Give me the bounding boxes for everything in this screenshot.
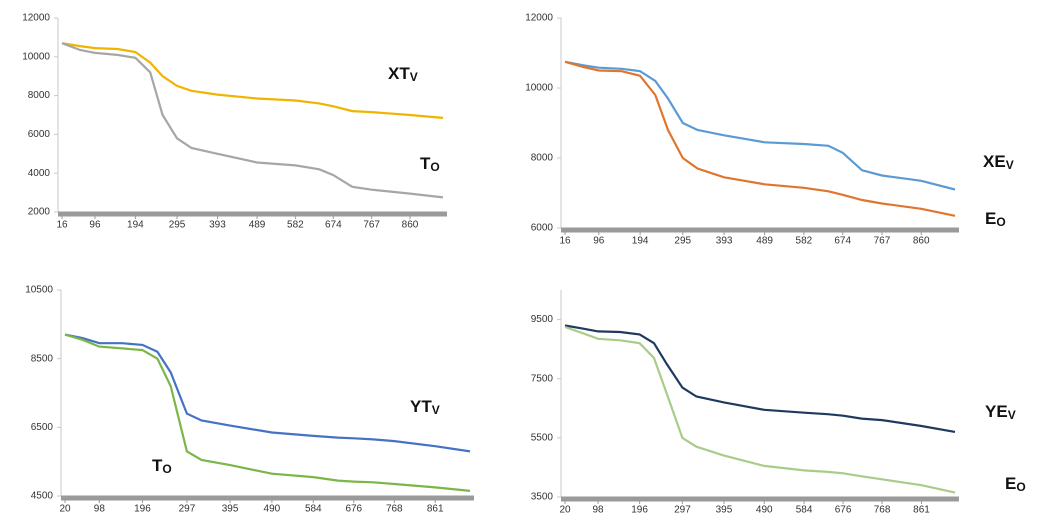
x-tick-label: 297	[674, 505, 691, 516]
panel: 6000 8000 10000 12000 16 96 194 295 393 489 582 674…	[525, 13, 1014, 247]
x-tick-label: 194	[127, 220, 144, 231]
x-tick-label: 196	[631, 505, 648, 516]
series-line	[61, 42, 444, 199]
y-tick-label: 12000	[525, 13, 553, 24]
x-tick-label: 196	[134, 504, 151, 515]
annotation-sub: O	[1016, 480, 1025, 494]
panel: 3500 5500 7500 9500 20 98 196 297 395 490 584 676 76…	[531, 290, 1026, 516]
x-tick-label: 768	[874, 505, 891, 516]
series-line	[64, 333, 471, 453]
y-tick-label: 3500	[531, 492, 554, 503]
x-tick-label: 674	[834, 236, 851, 247]
annotation: TO	[420, 154, 440, 174]
x-tick-label: 98	[94, 504, 106, 515]
y-tick-label: 7500	[531, 373, 554, 384]
series-line	[564, 325, 956, 494]
annotation-sub: V	[410, 70, 418, 84]
annotation-text: YT	[410, 397, 432, 416]
panel: 4500 6500 8500 10500 20 98 196 297 395 490 584 676 7…	[25, 285, 474, 515]
y-tick-label: 6000	[28, 129, 51, 140]
x-tick-label: 767	[363, 220, 380, 231]
x-tick-label: 393	[716, 236, 733, 247]
x-tick-label: 16	[559, 236, 571, 247]
annotation-text: E	[1005, 474, 1016, 493]
annotation-text: YE	[985, 402, 1008, 421]
x-tick-label: 16	[56, 220, 68, 231]
x-tick-label: 860	[913, 236, 930, 247]
annotation-text: T	[152, 456, 163, 475]
annotation: TO	[152, 456, 172, 476]
annotation-sub: V	[432, 403, 440, 417]
annotation-sub: V	[1006, 158, 1014, 172]
x-tick-label: 96	[89, 220, 101, 231]
annotation: EO	[1005, 474, 1026, 494]
annotation: EO	[985, 209, 1006, 229]
y-tick-label: 10500	[25, 285, 53, 296]
y-tick-label: 9500	[531, 314, 554, 325]
x-tick-label: 20	[59, 504, 71, 515]
series-line	[564, 60, 956, 217]
x-tick-label: 582	[796, 236, 813, 247]
x-tick-label: 96	[593, 236, 605, 247]
x-tick-label: 393	[209, 220, 226, 231]
annotation: XEV	[983, 152, 1014, 172]
x-tick-label: 676	[835, 505, 852, 516]
x-tick-label: 489	[249, 220, 266, 231]
x-tick-label: 861	[427, 504, 444, 515]
annotation-sub: V	[1008, 408, 1016, 422]
y-tick-label: 2000	[28, 207, 51, 218]
x-tick-label: 768	[386, 504, 403, 515]
series-line	[61, 42, 444, 119]
series-line	[564, 324, 956, 433]
x-tick-label: 490	[756, 505, 773, 516]
x-tick-label: 194	[632, 236, 649, 247]
annotation-sub: O	[162, 462, 171, 476]
panel: 2000 4000 6000 8000 10000 12000 16 96 194 295 393 4…	[22, 13, 447, 231]
y-tick-label: 12000	[22, 13, 50, 24]
x-tick-label: 674	[325, 220, 342, 231]
series-line	[564, 60, 956, 191]
x-tick-label: 584	[796, 505, 813, 516]
x-tick-label: 490	[264, 504, 281, 515]
y-tick-label: 4500	[31, 491, 54, 502]
x-tick-label: 767	[874, 236, 891, 247]
x-tick-label: 861	[913, 505, 930, 516]
x-tick-label: 860	[402, 220, 419, 231]
y-tick-label: 6500	[31, 422, 54, 433]
x-tick-label: 98	[593, 505, 605, 516]
x-tick-label: 295	[169, 220, 186, 231]
x-tick-label: 295	[674, 236, 691, 247]
annotation: YTV	[410, 397, 440, 417]
y-tick-label: 10000	[22, 51, 50, 62]
y-tick-label: 5500	[531, 432, 554, 443]
x-tick-label: 582	[287, 220, 304, 231]
y-tick-label: 4000	[28, 168, 51, 179]
y-tick-label: 8000	[531, 153, 554, 164]
annotation-text: E	[985, 209, 996, 228]
annotation-text: XT	[388, 64, 410, 83]
x-tick-label: 584	[305, 504, 322, 515]
annotation-text: T	[420, 154, 431, 173]
annotation: XTV	[388, 64, 418, 84]
y-tick-label: 10000	[525, 83, 553, 94]
x-tick-label: 489	[756, 236, 773, 247]
y-tick-label: 8500	[31, 353, 54, 364]
y-tick-label: 8000	[28, 90, 51, 101]
x-tick-label: 395	[716, 505, 733, 516]
series-line	[64, 333, 471, 492]
x-tick-label: 297	[179, 504, 196, 515]
x-tick-label: 395	[222, 504, 239, 515]
x-tick-label: 676	[345, 504, 362, 515]
annotation: YEV	[985, 402, 1016, 422]
x-tick-label: 20	[559, 505, 571, 516]
annotation-sub: O	[430, 160, 439, 174]
annotation-sub: O	[996, 215, 1005, 229]
annotation-text: XE	[983, 152, 1006, 171]
y-tick-label: 6000	[531, 223, 554, 234]
